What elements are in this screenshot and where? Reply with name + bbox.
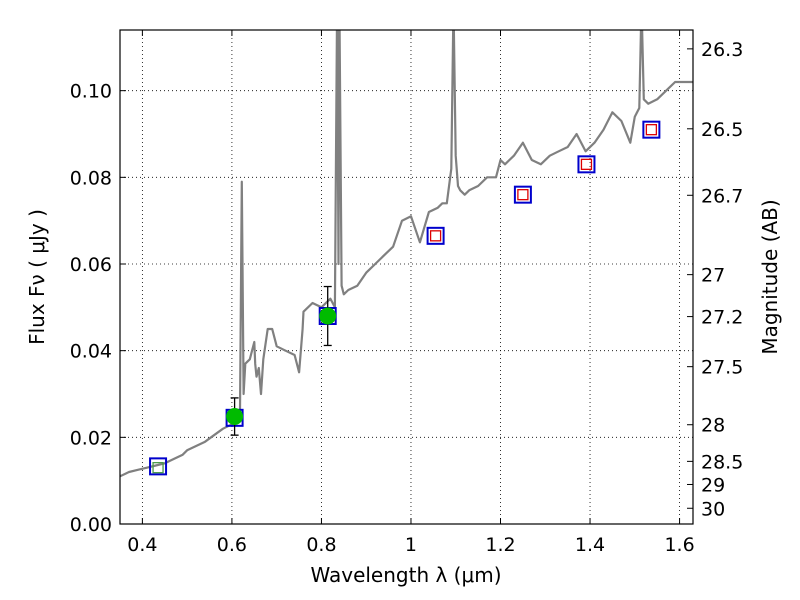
y2-tick-label: 30 [701, 498, 725, 520]
model-photometry-square [149, 457, 168, 476]
y2-tick-label: 28 [701, 415, 725, 437]
y-tick-label: 0.02 [70, 427, 112, 449]
y-tick-label: 0.06 [70, 254, 112, 276]
model-photometry-square [426, 226, 445, 245]
x-tick-label: 1.2 [485, 534, 515, 556]
y2-tick-label: 27 [701, 265, 725, 287]
y-axis-title: Flux Fν ( μJy ) [25, 209, 49, 345]
y-tick-label: 0.08 [70, 167, 112, 189]
plot-background [120, 30, 693, 524]
y2-tick-label: 29 [701, 474, 725, 496]
x-tick-label: 1.4 [575, 534, 605, 556]
x-tick-label: 0.8 [306, 534, 336, 556]
y2-tick-label: 27.2 [701, 307, 743, 329]
y2-tick-label: 26.3 [701, 39, 743, 61]
y-tick-label: 0.04 [70, 341, 112, 363]
y2-tick-label: 28.5 [701, 451, 743, 473]
model-photometry-square [513, 185, 532, 204]
x-tick-label: 1 [405, 534, 417, 556]
marker-layer [149, 120, 661, 476]
upper-limit-marker [517, 189, 529, 201]
model-photometry-square [642, 120, 661, 139]
y2-axis-title: Magnitude (AB) [758, 199, 782, 354]
y-tick-label: 0.10 [70, 81, 112, 103]
observed-flux-point [319, 307, 337, 325]
model-photometry-square [577, 155, 596, 174]
y2-tick-label: 26.7 [701, 185, 743, 207]
x-tick-label: 1.6 [664, 534, 694, 556]
data-layer [120, 30, 693, 478]
upper-limit-marker [580, 158, 593, 170]
upper-limit-marker [645, 124, 658, 136]
observed-flux-point [226, 408, 244, 426]
plot-frame [119, 29, 694, 525]
observed-flux-point [152, 462, 164, 474]
x-tick-label: 0.6 [217, 534, 247, 556]
y-tick-label: 0.00 [70, 514, 112, 536]
upper-limit-marker [429, 230, 442, 242]
model-spectrum-line [120, 30, 693, 478]
y2-tick-label: 27.5 [701, 357, 743, 379]
y2-tick-label: 26.5 [701, 119, 743, 141]
tick-layer: 0.4 0.6 0.8 1 1.2 1.4 1.6 0.00 0.02 0.04 0.06 0.08 0… [70, 30, 743, 556]
x-tick-label: 0.4 [127, 534, 157, 556]
x-axis-title: Wavelength λ (μm) [310, 563, 501, 587]
